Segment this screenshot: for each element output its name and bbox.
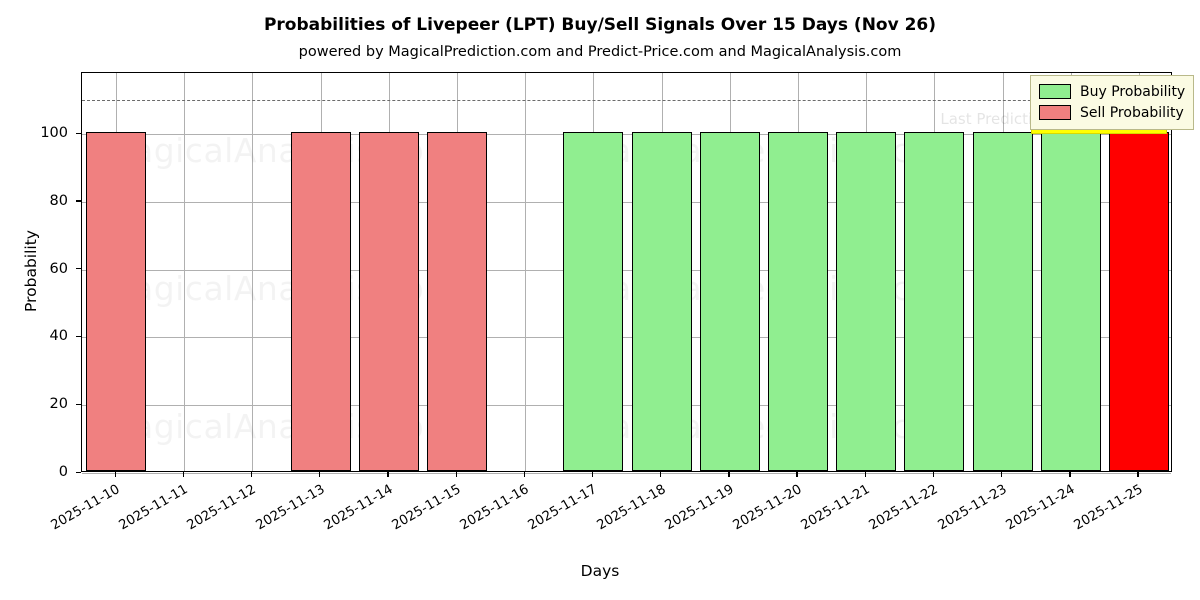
bar: [904, 132, 965, 471]
bar: [631, 132, 692, 471]
legend-label-buy: Buy Probability: [1080, 83, 1186, 100]
legend-item-buy[interactable]: Buy Probability: [1039, 81, 1185, 102]
gridline-vertical: [184, 73, 186, 471]
bar: [1108, 132, 1169, 471]
bar: [972, 132, 1033, 471]
last-prediction-annotation: Last Prediction: [940, 110, 1051, 129]
gridline-vertical: [252, 73, 254, 471]
bar: [427, 132, 488, 471]
gridline-horizontal: [82, 473, 1171, 474]
gridline-horizontal: [82, 201, 1171, 203]
bar: [1040, 132, 1101, 471]
bar: [836, 132, 897, 471]
y-tick-label: 20: [49, 396, 68, 413]
x-tick-mark: [1069, 472, 1071, 477]
y-tick-label: 40: [49, 328, 68, 345]
y-tick-mark: [76, 471, 81, 473]
y-tick-mark: [76, 335, 81, 338]
legend-item-sell[interactable]: Sell Probability: [1039, 102, 1185, 123]
bar: [86, 132, 147, 471]
plot-area: MagicalAnalysis.comMagicalPrediction.com…: [81, 72, 1172, 474]
bar: [563, 132, 624, 471]
legend-label-sell: Sell Probability: [1080, 104, 1184, 121]
chart-title: Probabilities of Livepeer (LPT) Buy/Sell…: [263, 15, 937, 35]
y-tick-label: 0: [58, 464, 68, 480]
x-tick-mark: [932, 472, 935, 477]
bar: [699, 132, 760, 471]
y-tick-label: 100: [40, 125, 68, 142]
y-tick-label: 80: [49, 192, 68, 209]
bar: [767, 132, 828, 471]
x-tick-mark: [182, 472, 185, 477]
bar: [358, 132, 419, 471]
x-tick-mark: [387, 472, 389, 477]
chart-subtitle: powered by MagicalPrediction.com and Pre…: [298, 44, 902, 60]
buy-color-swatch: [1039, 84, 1071, 99]
x-tick-mark: [250, 472, 253, 477]
x-tick-mark: [1001, 472, 1003, 477]
sell-color-swatch: [1039, 105, 1071, 120]
chart-legend[interactable]: Buy Probability Sell Probability: [1030, 75, 1195, 130]
gridline-horizontal: [82, 405, 1171, 407]
y-tick-mark: [76, 132, 81, 134]
bar-series: [82, 73, 1171, 471]
x-tick-mark: [660, 472, 662, 477]
gridline-vertical: [525, 73, 527, 471]
bar: [290, 132, 351, 471]
gridline-horizontal: [82, 134, 1171, 136]
x-tick-mark: [523, 472, 526, 477]
y-tick-mark: [76, 200, 81, 202]
x-tick-mark: [796, 472, 798, 477]
x-tick-mark: [864, 472, 866, 477]
x-tick-mark: [728, 472, 730, 477]
x-tick-mark: [114, 472, 116, 477]
x-tick-mark: [455, 472, 457, 477]
threshold-dashed-line: [82, 100, 1171, 102]
y-tick-mark: [76, 403, 81, 405]
x-tick-mark: [1137, 472, 1139, 477]
y-tick-label: 60: [49, 260, 68, 277]
x-tick-mark: [319, 472, 321, 477]
y-tick-mark: [76, 268, 81, 270]
gridline-horizontal: [82, 269, 1171, 271]
gridline-horizontal: [82, 337, 1171, 339]
x-tick-mark: [591, 472, 594, 477]
x-axis-label: Days: [580, 562, 620, 580]
